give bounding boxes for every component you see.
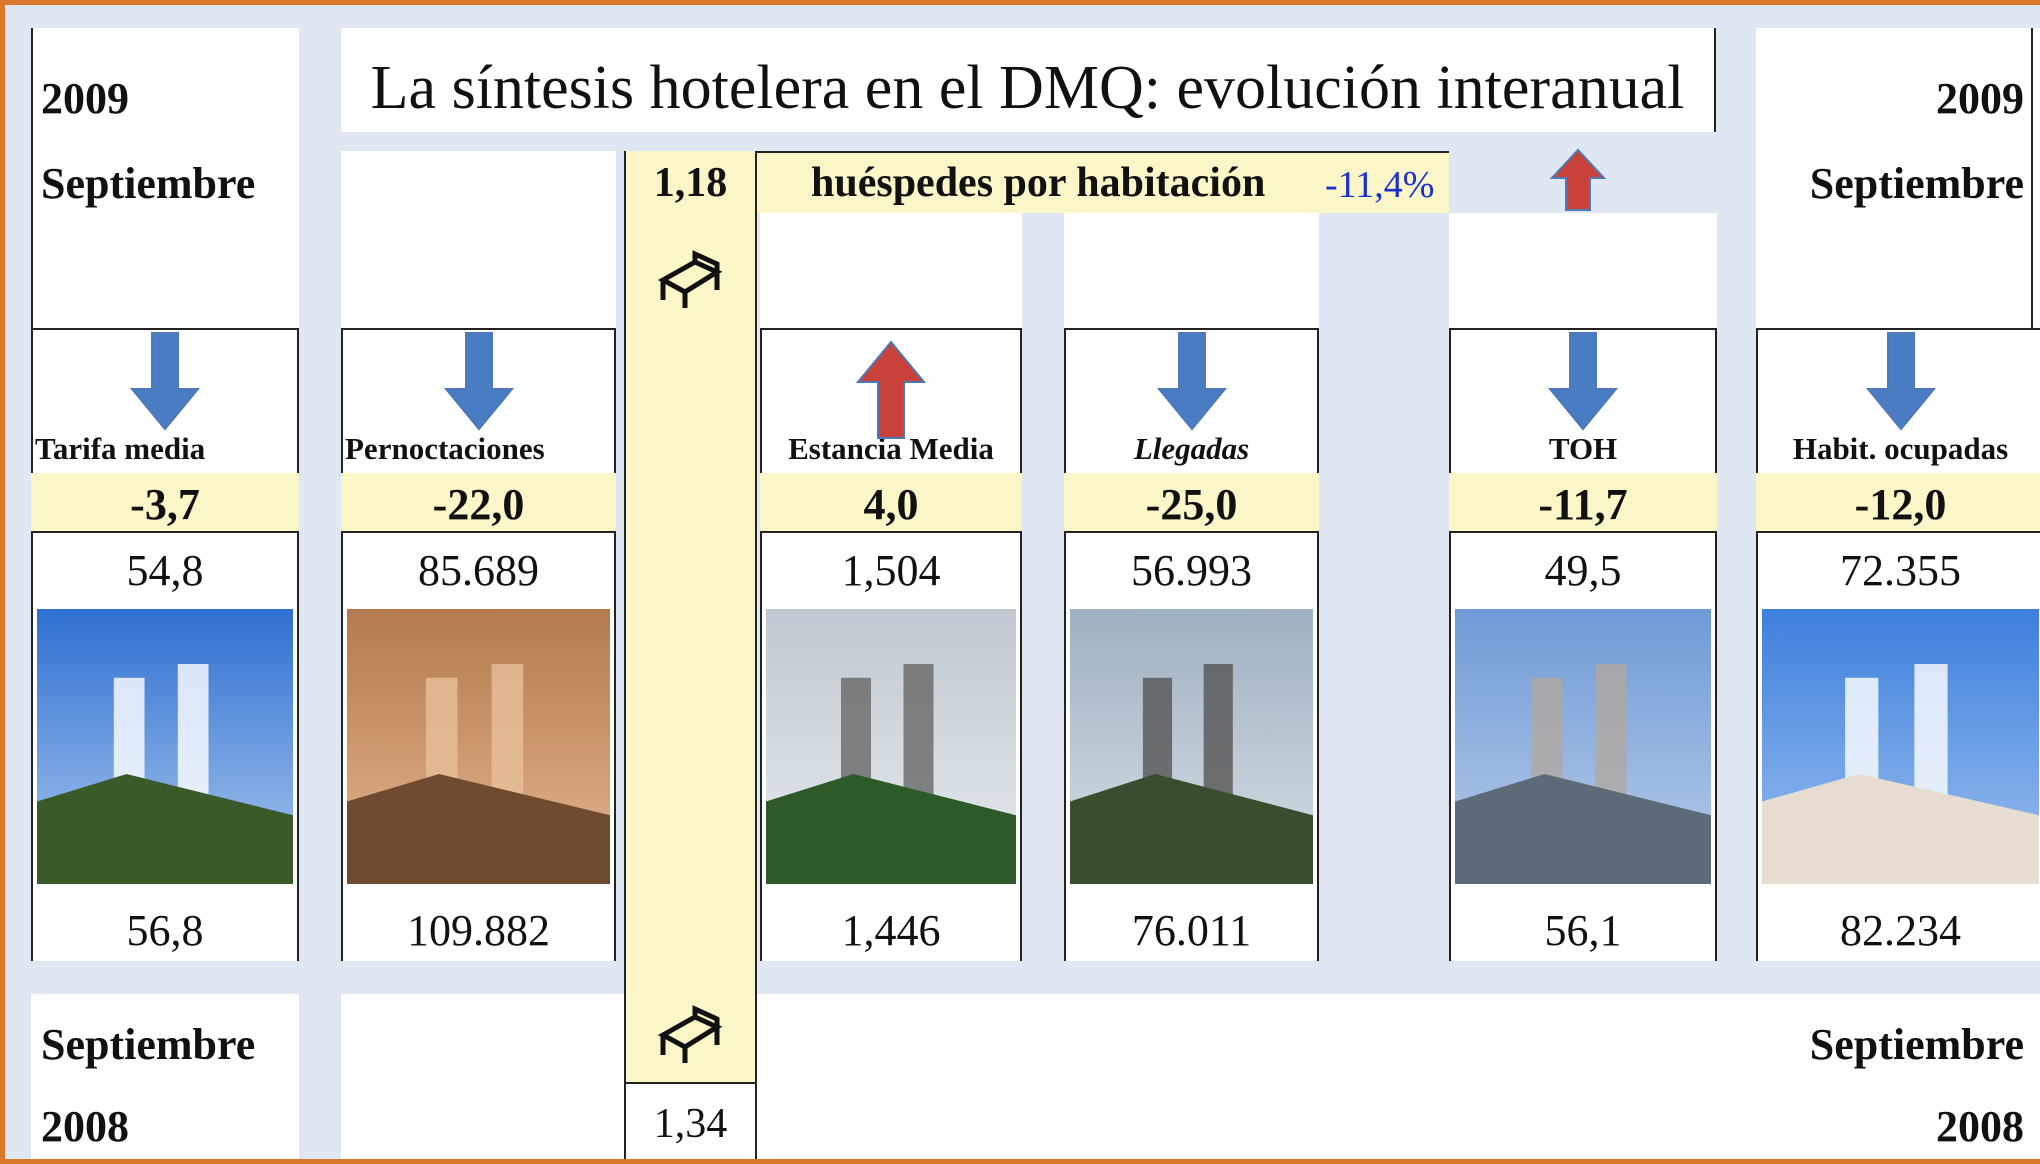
down-arrow [130, 331, 200, 431]
indicator-current: 72.355 [1756, 545, 2040, 596]
indicator-previous: 1,446 [760, 905, 1022, 956]
year: 2008 [1936, 1101, 2024, 1152]
indicator-change: -3,7 [31, 479, 299, 530]
divider [1064, 328, 1319, 330]
indicator-current: 1,504 [760, 545, 1022, 596]
indicator-current: 54,8 [31, 545, 299, 596]
photo [1455, 609, 1711, 884]
photo [766, 609, 1016, 884]
indicator-change: -25,0 [1064, 479, 1319, 530]
guests-previous: 1,34 [624, 1100, 757, 1148]
indicator-previous: 82.234 [1756, 905, 2040, 956]
photo [1070, 609, 1313, 884]
photo [1762, 609, 2039, 884]
bed-icon [655, 250, 725, 310]
year: 2008 [41, 1101, 129, 1152]
guests-change: -11,4% [1325, 163, 1434, 207]
indicator-current: 85.689 [341, 545, 616, 596]
month: Septiembre [1810, 1019, 2024, 1070]
up-arrow [1550, 148, 1606, 212]
divider [760, 328, 1022, 330]
divider [341, 328, 343, 961]
footer-block [341, 994, 624, 1160]
divider [1449, 328, 1451, 961]
indicator-current: 56.993 [1064, 545, 1319, 596]
infographic: 2009 Septiembre 2009 Septiembre La sínte… [0, 0, 2040, 1164]
guests-current: 1,18 [624, 159, 757, 207]
indicator-label: Pernoctaciones [345, 431, 612, 467]
month: Septiembre [1810, 158, 2024, 209]
divider [31, 328, 299, 330]
divider [1756, 328, 2040, 330]
divider [1020, 328, 1022, 961]
indicator-change: -22,0 [341, 479, 616, 530]
month: Septiembre [41, 1019, 255, 1070]
guests-label: huéspedes por habitación [811, 159, 1265, 207]
indicator-label: TOH [1453, 431, 1713, 467]
indicator-label: Llegadas [1068, 431, 1315, 467]
divider [297, 328, 299, 961]
photo [347, 609, 610, 884]
indicator-previous: 56,1 [1449, 905, 1717, 956]
year: 2009 [1936, 73, 2024, 124]
indicator-current: 49,5 [1449, 545, 1717, 596]
down-arrow [1866, 331, 1936, 431]
year: 2009 [41, 73, 129, 124]
indicator-label: Tarifa media [35, 431, 295, 467]
divider [1449, 328, 1717, 330]
indicator-label: Habit. ocupadas [1760, 431, 2040, 467]
month: Septiembre [41, 158, 255, 209]
indicator-previous: 109.882 [341, 905, 616, 956]
down-arrow [1157, 331, 1227, 431]
divider [341, 328, 616, 330]
indicator-previous: 56,8 [31, 905, 299, 956]
indicator-previous: 76.011 [1064, 905, 1319, 956]
divider [31, 328, 33, 961]
indicator-change: -11,7 [1449, 479, 1717, 530]
divider [1317, 328, 1319, 961]
indicator-change: -12,0 [1756, 479, 2040, 530]
photo [37, 609, 293, 884]
up-arrow [856, 340, 926, 440]
title: La síntesis hotelera en el DMQ: evolució… [341, 53, 1714, 124]
divider [1756, 328, 1758, 961]
divider [614, 328, 616, 961]
divider [1715, 328, 1717, 961]
divider [760, 328, 762, 961]
bed-icon [655, 1005, 725, 1065]
down-arrow [444, 331, 514, 431]
indicator-change: 4,0 [760, 479, 1022, 530]
divider [1064, 328, 1066, 961]
down-arrow [1548, 331, 1618, 431]
